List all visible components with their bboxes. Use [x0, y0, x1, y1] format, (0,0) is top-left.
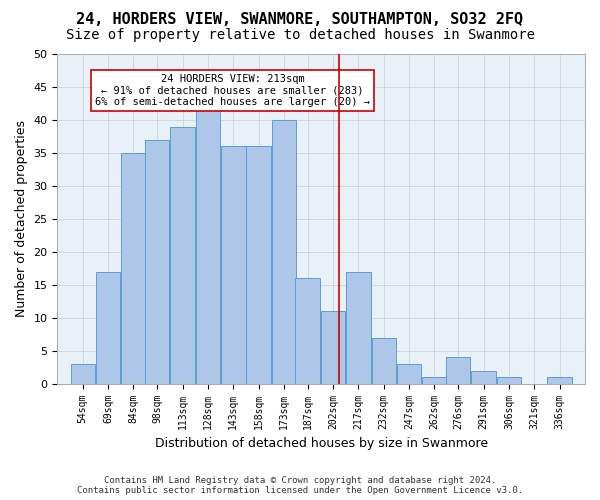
Bar [371, 338, 396, 384]
Bar [446, 358, 470, 384]
Bar [247, 146, 271, 384]
Bar [295, 278, 320, 384]
Bar [497, 377, 521, 384]
Bar [145, 140, 169, 384]
Bar [471, 370, 496, 384]
Bar [321, 311, 345, 384]
Text: 24, HORDERS VIEW, SWANMORE, SOUTHAMPTON, SO32 2FQ: 24, HORDERS VIEW, SWANMORE, SOUTHAMPTON,… [76, 12, 524, 28]
Bar [221, 146, 245, 384]
Text: Contains HM Land Registry data © Crown copyright and database right 2024.
Contai: Contains HM Land Registry data © Crown c… [77, 476, 523, 495]
Bar [71, 364, 95, 384]
Bar [547, 377, 572, 384]
X-axis label: Distribution of detached houses by size in Swanmore: Distribution of detached houses by size … [155, 437, 488, 450]
Bar [397, 364, 421, 384]
Bar [121, 153, 146, 384]
Y-axis label: Number of detached properties: Number of detached properties [15, 120, 28, 318]
Bar [196, 107, 220, 384]
Bar [170, 126, 195, 384]
Bar [422, 377, 447, 384]
Text: 24 HORDERS VIEW: 213sqm
← 91% of detached houses are smaller (283)
6% of semi-de: 24 HORDERS VIEW: 213sqm ← 91% of detache… [95, 74, 370, 107]
Bar [346, 272, 371, 384]
Bar [272, 120, 296, 384]
Bar [96, 272, 121, 384]
Text: Size of property relative to detached houses in Swanmore: Size of property relative to detached ho… [65, 28, 535, 42]
